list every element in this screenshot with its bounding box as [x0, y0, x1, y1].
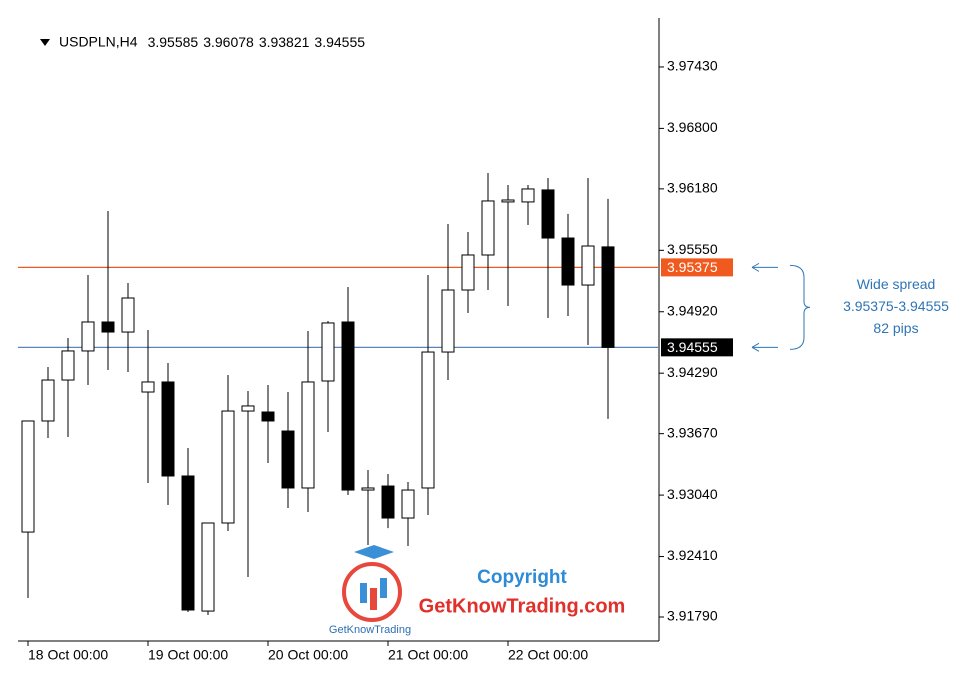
annotation-arrowhead [751, 342, 760, 352]
y-tick-label: 3.93670 [667, 424, 718, 440]
candle-body [261, 411, 275, 422]
logo-candle [360, 583, 367, 603]
logo-ring [342, 562, 402, 622]
candle-body [241, 405, 255, 412]
candle-body [281, 430, 295, 489]
annotation-arrowhead [751, 262, 760, 272]
x-tick-label: 22 Oct 00:00 [508, 647, 588, 663]
x-tick-label: 21 Oct 00:00 [388, 647, 468, 663]
candle-body [361, 487, 375, 491]
candle-body [421, 351, 435, 489]
price-label: 3.95375 [667, 259, 718, 275]
y-tick-label: 3.92410 [667, 547, 718, 563]
candle-body [461, 254, 475, 291]
candle-body [321, 322, 335, 382]
y-tick-label: 3.96800 [667, 119, 718, 135]
candle-body [201, 522, 215, 612]
watermark: GetKnowTrading Copyright GetKnowTrading.… [329, 545, 625, 636]
candle-body [341, 321, 355, 491]
candle-body [161, 381, 175, 477]
candle-body [481, 200, 495, 256]
candle-body [61, 350, 75, 381]
logo-candle [370, 588, 377, 610]
header-quote: 3.93821 [259, 34, 310, 50]
y-tick-label: 3.91790 [667, 608, 718, 624]
logo-cap [354, 545, 394, 559]
logo-candle [380, 578, 387, 598]
annotation-text: 82 pips [873, 320, 918, 336]
candle-body [141, 381, 155, 393]
candle-body [381, 485, 395, 519]
price-label-box [661, 258, 733, 277]
chart-title: USDPLN,H4 3.95585 3.96078 3.93821 3.94555 [59, 34, 365, 50]
candle-body [81, 321, 95, 352]
x-tick-label: 20 Oct 00:00 [268, 647, 348, 663]
y-tick-label: 3.94920 [667, 302, 718, 318]
watermark-site: GetKnowTrading.com [419, 595, 626, 617]
annotation-text: Wide spread [857, 276, 936, 292]
symbol-toggle[interactable] [40, 39, 50, 46]
annotation-text: 3.95375-3.94555 [843, 298, 949, 314]
annotation-brace [789, 264, 811, 350]
y-tick-label: 3.96180 [667, 180, 718, 196]
y-tick-label: 3.97430 [667, 58, 718, 74]
header-quote: 3.94555 [314, 34, 365, 50]
price-label-box [661, 338, 733, 357]
candle-body [541, 189, 555, 239]
y-tick-label: 3.93040 [667, 486, 718, 502]
y-tick-label: 3.94290 [667, 364, 718, 380]
candle-body [521, 188, 535, 203]
candle-body [301, 381, 315, 489]
x-tick-label: 19 Oct 00:00 [148, 647, 228, 663]
candle-body [221, 410, 235, 524]
price-label: 3.94555 [667, 339, 718, 355]
candle-body [181, 475, 195, 611]
y-tick-label: 3.95550 [667, 241, 718, 257]
candle-body [501, 199, 515, 203]
candle-body [41, 379, 55, 422]
header-quote: 3.96078 [203, 34, 254, 50]
header-quote: 3.95585 [148, 34, 199, 50]
candle-body [401, 489, 415, 519]
candle-body [601, 246, 615, 348]
logo-text: GetKnowTrading [329, 624, 411, 636]
candle-body [101, 321, 115, 333]
candle-body [121, 297, 135, 333]
candle-body [441, 289, 455, 353]
x-tick-label: 18 Oct 00:00 [28, 647, 108, 663]
candle-body [561, 237, 575, 286]
watermark-heading: Copyright [477, 567, 567, 588]
candle-body [581, 245, 595, 286]
candle-body [21, 420, 35, 533]
